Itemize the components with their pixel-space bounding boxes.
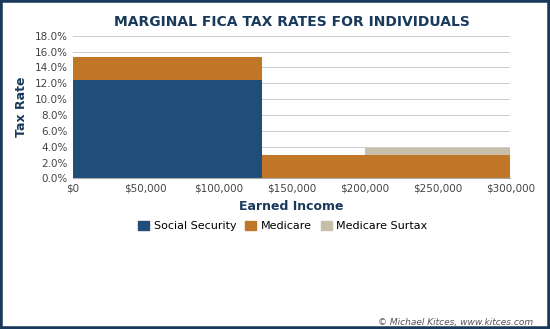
Bar: [365, 156, 510, 178]
Text: © Michael Kitces, www.kitces.com: © Michael Kitces, www.kitces.com: [378, 318, 534, 327]
Bar: [73, 80, 262, 178]
Bar: [365, 148, 510, 156]
Bar: [262, 156, 365, 178]
Bar: [73, 57, 262, 80]
Legend: Social Security, Medicare, Medicare Surtax: Social Security, Medicare, Medicare Surt…: [134, 216, 432, 236]
Title: MARGINAL FICA TAX RATES FOR INDIVIDUALS: MARGINAL FICA TAX RATES FOR INDIVIDUALS: [114, 15, 470, 29]
Y-axis label: Tax Rate: Tax Rate: [15, 77, 28, 137]
X-axis label: Earned Income: Earned Income: [239, 200, 344, 213]
